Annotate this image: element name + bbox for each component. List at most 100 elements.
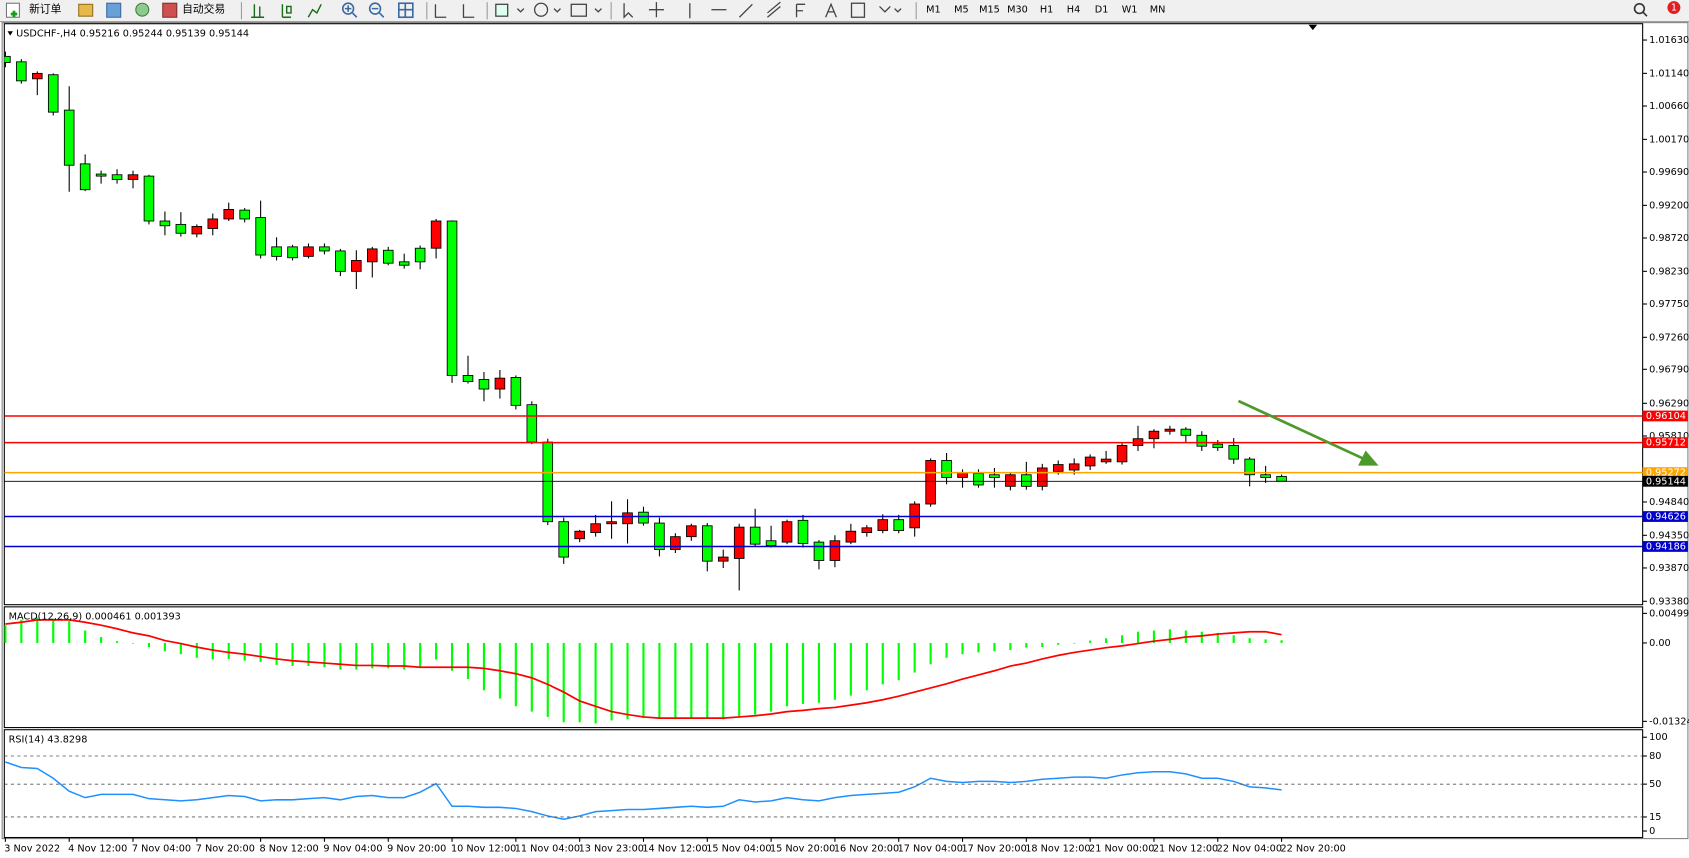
candle-body [1052,464,1064,472]
candle-body [191,226,203,235]
candle-body [670,536,681,551]
candle-body [335,250,346,272]
candle-body [446,220,458,376]
macd-bar [1152,630,1156,643]
timeframe-button[interactable]: M1 [926,5,941,16]
macd-bar [977,642,980,653]
timeframe-button[interactable]: H1 [1040,5,1053,16]
candle-body [957,472,968,478]
candle-body [1116,445,1128,463]
candle-body [47,74,59,113]
candle-body [287,246,298,259]
macd-bar [642,642,645,719]
macd-bar [849,642,852,696]
icon-auto-trading[interactable] [162,2,178,18]
macd-bar [259,642,262,662]
macd-bar [801,642,805,704]
macd-bar [722,642,725,720]
candle-body [1260,474,1271,478]
y-tick-label: 15 [1649,812,1661,823]
timeframe-button[interactable]: M30 [1007,5,1028,16]
macd-bar [482,642,486,691]
candle-body [1180,428,1192,436]
candle-body [797,519,809,544]
macd-bar [339,642,342,670]
candle-body [430,220,442,249]
macd-bar [355,642,358,670]
candle-body [462,375,474,382]
macd-bar [961,642,964,655]
macd-bar [865,642,868,691]
icon-button[interactable] [135,2,150,17]
timeframe-button[interactable]: D1 [1095,5,1109,16]
macd-bar [754,642,757,715]
candle-body [1164,428,1176,432]
chart-panels [1,22,1689,840]
signal-line [5,619,1282,719]
candle-body [845,530,857,543]
candle-body [526,404,538,443]
macd-bar [163,642,166,652]
axes: USDCHF-,H4 0.95216 0.95244 0.95139 0.951… [4,28,1689,854]
notification-count: 1 [1671,3,1677,14]
macd-bar [1168,629,1171,643]
candle-body [1244,458,1255,476]
candle-body [606,521,617,525]
price-level-label: 0.96104 [1646,411,1686,422]
x-tick-label: 10 Nov 12:00 [451,843,516,854]
timeframe-button[interactable]: W1 [1122,5,1138,16]
macd-bar [450,642,454,671]
macd-bar [993,642,996,652]
y-tick-label: 0.93380 [1649,596,1689,607]
y-tick-label: 1.00170 [1649,134,1689,145]
price-level-box [1642,410,1688,422]
notification-badge[interactable] [1667,1,1681,15]
search-icon[interactable] [1633,2,1646,15]
candle-body [239,209,250,220]
candle-body [590,523,601,534]
y-tick-label: 0.99690 [1649,167,1689,178]
candle-body [813,541,825,561]
macd-bar [179,642,182,655]
icon-button[interactable] [106,2,122,18]
toolbar-separators [240,2,917,20]
panel-title: MACD(12,26,9) 0.000461 0.001393 [9,612,181,623]
x-tick-label: 15 Nov 04:00 [706,843,771,854]
timeframe-button[interactable]: M15 [979,5,1000,16]
macd-bar [227,642,230,659]
macd-bar [1216,632,1219,643]
rsi-plot [4,755,1643,820]
candle-body [1068,463,1080,471]
x-tick-label: 15 Nov 20:00 [770,843,835,854]
candle-body [1212,443,1224,448]
macd-bar [1200,631,1203,643]
candle-body [127,174,139,180]
candle-body [989,474,1000,478]
timeframe-button[interactable]: M5 [954,5,969,16]
macd-bar [817,642,821,703]
candle-body [861,527,873,534]
candle-body [1005,474,1016,487]
candle-body [542,441,554,523]
y-tick-label: 0.96790 [1649,364,1689,375]
price-panel [3,23,1644,606]
macd-bar [291,642,294,667]
timeframe-button[interactable]: H4 [1067,5,1080,16]
timeframe-button[interactable]: MN [1150,5,1166,16]
auto-trading-button[interactable]: 自动交易 [182,3,225,16]
candle-body [1037,467,1048,487]
macd-bar [945,642,948,658]
macd-bar [897,642,900,681]
macd-bar [387,642,390,669]
macd-bar [658,642,661,719]
candle-body [494,377,506,390]
new-order-button[interactable]: 新订单 [29,3,62,16]
candle-body [510,377,522,406]
icon-button[interactable] [78,3,94,17]
y-tick-label: 0.97750 [1649,299,1689,310]
arrow-shaft [1237,399,1366,461]
candle-body [367,248,378,263]
candle-body [893,519,904,531]
candle-body [622,512,633,525]
